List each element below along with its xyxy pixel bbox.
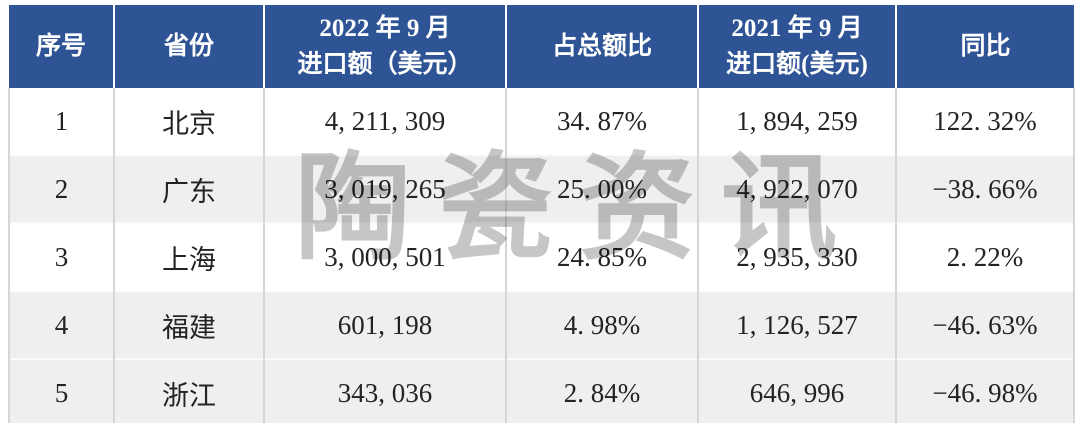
cell-share: 25. 00% [505, 154, 698, 223]
share-value: 4. 98% [563, 309, 641, 340]
yoy-value: −46. 98% [932, 377, 1038, 408]
cell-import-2021: 2, 935, 330 [697, 222, 896, 291]
seq-value: 1 [54, 105, 69, 136]
import-2022-value: 343, 036 [337, 377, 433, 408]
col-header-import-2022-line1: 2022 年 9 月 [319, 14, 451, 42]
share-value: 2. 84% [563, 377, 641, 408]
cell-import-2022: 3, 000, 501 [263, 222, 506, 291]
province-value: 福建 [162, 312, 216, 343]
cell-share: 24. 85% [505, 222, 698, 291]
cell-import-2021: 4, 922, 070 [697, 154, 896, 223]
yoy-value: −46. 63% [932, 309, 1038, 340]
cell-province: 广东 [113, 154, 264, 223]
province-value: 北京 [162, 108, 216, 139]
col-header-yoy-label: 同比 [960, 32, 1011, 60]
import-2021-value: 1, 126, 527 [736, 309, 858, 340]
province-value: 上海 [162, 244, 216, 275]
cell-yoy: −46. 98% [895, 358, 1075, 423]
cell-yoy: 2. 22% [895, 222, 1075, 291]
cell-seq: 2 [8, 154, 114, 223]
import-2022-value: 3, 019, 265 [324, 173, 446, 204]
table-row: 4 福建 601, 198 4. 98% 1, 126, 527 −46. 63… [8, 290, 1075, 359]
import-2021-value: 646, 996 [749, 377, 845, 408]
yoy-value: 122. 32% [933, 105, 1037, 136]
cell-seq: 3 [8, 222, 114, 291]
import-2021-value: 2, 935, 330 [736, 241, 858, 272]
cell-seq: 4 [8, 290, 114, 359]
cell-seq: 1 [8, 88, 114, 155]
cell-import-2022: 343, 036 [263, 358, 506, 423]
col-header-share: 占总额比 [505, 5, 698, 88]
province-value: 浙江 [162, 380, 216, 411]
cell-import-2021: 1, 894, 259 [697, 88, 896, 155]
cell-province: 浙江 [113, 358, 264, 423]
import-2022-value: 4, 211, 309 [324, 105, 446, 136]
col-header-seq: 序号 [9, 5, 114, 88]
import-2022-value: 601, 198 [337, 309, 433, 340]
cell-yoy: −46. 63% [895, 290, 1075, 359]
cell-share: 4. 98% [505, 290, 698, 359]
cell-import-2022: 3, 019, 265 [263, 154, 506, 223]
cell-seq: 5 [8, 358, 114, 423]
seq-value: 4 [54, 309, 69, 340]
cell-import-2022: 601, 198 [263, 290, 506, 359]
cell-yoy: −38. 66% [895, 154, 1075, 223]
yoy-value: 2. 22% [946, 241, 1024, 272]
yoy-value: −38. 66% [932, 173, 1038, 204]
cell-import-2022: 4, 211, 309 [263, 88, 506, 155]
cell-import-2021: 646, 996 [697, 358, 896, 423]
table-row: 5 浙江 343, 036 2. 84% 646, 996 −46. 98% [8, 358, 1075, 423]
col-header-import-2021-line2: 进口额(美元) [726, 50, 868, 78]
share-value: 24. 85% [557, 241, 647, 272]
cell-share: 2. 84% [505, 358, 698, 423]
cell-province: 上海 [113, 222, 264, 291]
col-header-province-label: 省份 [163, 32, 214, 60]
seq-value: 5 [54, 377, 69, 408]
seq-value: 3 [54, 241, 69, 272]
table-header: 序号 省份 2022 年 9 月 进口额（美元） 占总额比 2021 年 9 月… [9, 5, 1074, 88]
cell-province: 北京 [113, 88, 264, 155]
col-header-import-2021-line1: 2021 年 9 月 [731, 14, 863, 42]
col-header-province: 省份 [113, 5, 264, 88]
table-row: 1 北京 4, 211, 309 34. 87% 1, 894, 259 122… [8, 88, 1075, 155]
share-value: 34. 87% [557, 105, 647, 136]
import-2021-value: 4, 922, 070 [736, 173, 858, 204]
col-header-import-2021: 2021 年 9 月 进口额(美元) [697, 5, 896, 88]
province-value: 广东 [162, 176, 216, 207]
cell-share: 34. 87% [505, 88, 698, 155]
table-row: 3 上海 3, 000, 501 24. 85% 2, 935, 330 2. … [8, 222, 1075, 291]
share-value: 25. 00% [557, 173, 647, 204]
cell-province: 福建 [113, 290, 264, 359]
col-header-seq-label: 序号 [35, 32, 86, 60]
col-header-import-2022-line2: 进口额（美元） [297, 50, 473, 78]
header-row: 序号 省份 2022 年 9 月 进口额（美元） 占总额比 2021 年 9 月… [9, 5, 1074, 88]
col-header-yoy: 同比 [895, 5, 1074, 88]
import-data-table: 序号 省份 2022 年 9 月 进口额（美元） 占总额比 2021 年 9 月… [8, 5, 1075, 423]
table-body: 1 北京 4, 211, 309 34. 87% 1, 894, 259 122… [8, 88, 1075, 423]
cell-import-2021: 1, 126, 527 [697, 290, 896, 359]
import-2022-value: 3, 000, 501 [324, 241, 446, 272]
col-header-import-2022: 2022 年 9 月 进口额（美元） [263, 5, 506, 88]
table-row: 2 广东 3, 019, 265 25. 00% 4, 922, 070 −38… [8, 154, 1075, 223]
seq-value: 2 [54, 173, 69, 204]
cell-yoy: 122. 32% [895, 88, 1075, 155]
import-2021-value: 1, 894, 259 [736, 105, 858, 136]
col-header-share-label: 占总额比 [551, 32, 652, 60]
